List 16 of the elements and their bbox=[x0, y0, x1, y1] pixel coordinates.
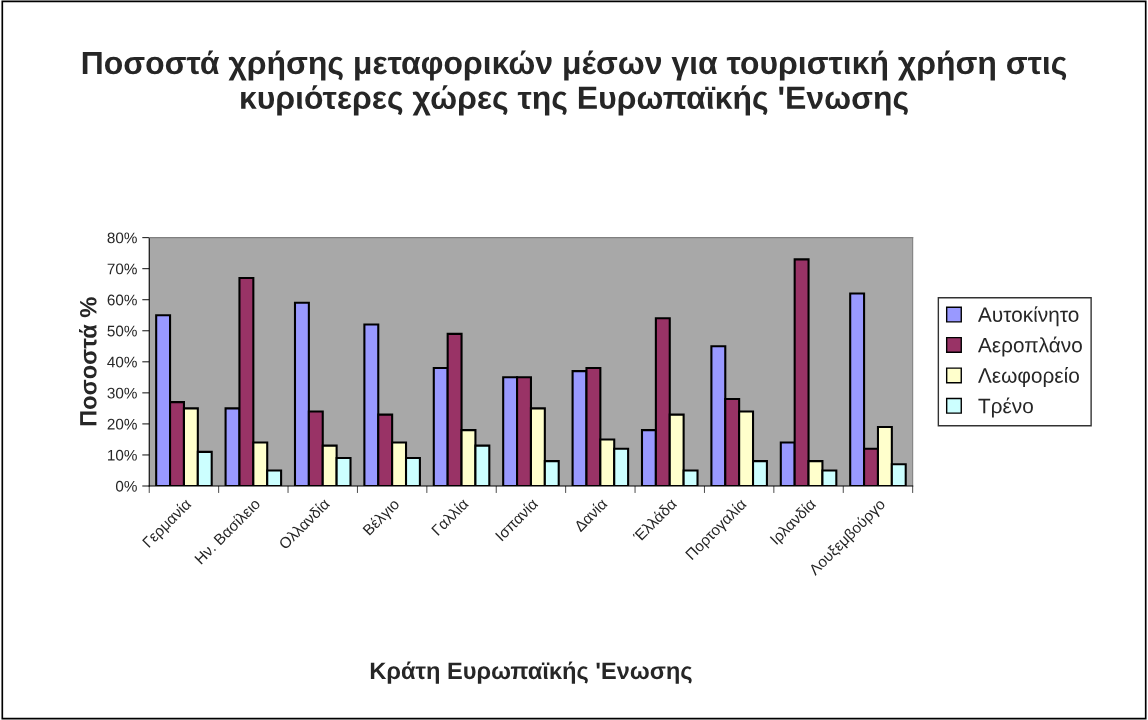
legend-label: Τρένο bbox=[978, 397, 1033, 418]
y-tick-label: 40% bbox=[107, 356, 137, 368]
y-tick-label: 10% bbox=[108, 449, 137, 461]
y-tick-label: 70% bbox=[107, 263, 137, 275]
y-axis-title: Ποσοστά % bbox=[79, 297, 97, 426]
chart-title: Ποσοστά χρήσης μεταφορικών μέσων για τουριστική χρήση στις κυριότερες χώρες της Ευρωπαϊκής 'Ενωσης bbox=[82, 50, 1067, 116]
legend-label: Αεροπλάνο bbox=[977, 336, 1082, 357]
y-tick-label: 80% bbox=[107, 232, 137, 244]
y-tick-label: 0% bbox=[115, 480, 137, 492]
y-tick-label: 50% bbox=[107, 325, 137, 337]
legend-label: Λεωφορείο bbox=[978, 367, 1079, 388]
y-tick-label: 60% bbox=[107, 294, 137, 306]
x-axis-title: Κράτη Ευρωπαϊκής 'Ενωσης bbox=[370, 661, 692, 684]
legend-label: Αυτοκίνητο bbox=[977, 306, 1079, 327]
y-tick-label: 30% bbox=[107, 387, 137, 399]
y-tick-label: 20% bbox=[107, 418, 137, 430]
